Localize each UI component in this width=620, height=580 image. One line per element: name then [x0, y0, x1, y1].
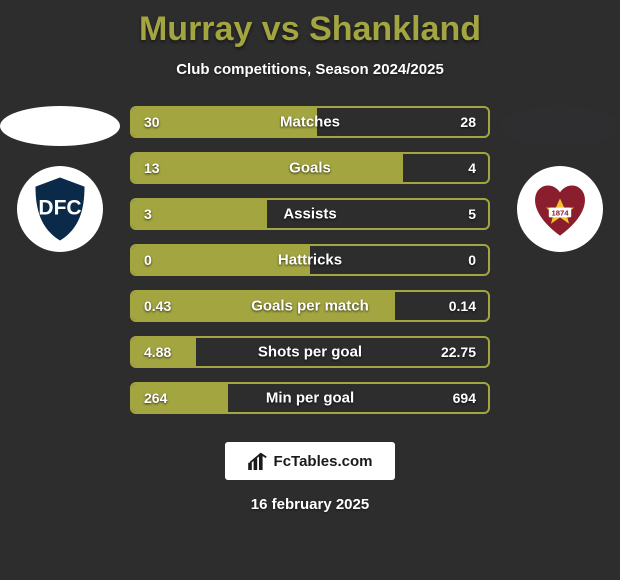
- stat-left-value: 30: [144, 114, 160, 130]
- stat-row: 264 Min per goal 694: [130, 382, 490, 414]
- stat-fill-bar: [132, 154, 403, 182]
- stat-label: Goals: [289, 160, 331, 177]
- right-club-badge: 1874: [517, 166, 603, 252]
- stat-label: Assists: [283, 206, 336, 223]
- left-club-badge: DFC: [17, 166, 103, 252]
- stat-label: Shots per goal: [258, 344, 362, 361]
- stat-left-value: 0: [144, 252, 152, 268]
- page-title: Murray vs Shankland: [0, 0, 620, 49]
- dundee-shield-icon: DFC: [25, 174, 95, 244]
- season-subtitle: Club competitions, Season 2024/2025: [0, 61, 620, 78]
- stat-fill-bar: [132, 200, 267, 228]
- stat-row: 0 Hattricks 0: [130, 244, 490, 276]
- fctables-logo-icon: [248, 452, 270, 470]
- brand-badge[interactable]: FcTables.com: [225, 442, 395, 480]
- stat-label: Min per goal: [266, 390, 354, 407]
- hearts-crest-icon: 1874: [525, 174, 595, 244]
- stat-left-value: 3: [144, 206, 152, 222]
- stat-label: Hattricks: [278, 252, 342, 269]
- stat-row: 4.88 Shots per goal 22.75: [130, 336, 490, 368]
- stat-label: Matches: [280, 114, 340, 131]
- stat-row: 3 Assists 5: [130, 198, 490, 230]
- stat-row: 30 Matches 28: [130, 106, 490, 138]
- stat-right-value: 694: [453, 390, 476, 406]
- svg-text:1874: 1874: [551, 208, 569, 217]
- stat-right-value: 4: [468, 160, 476, 176]
- stat-right-value: 0: [468, 252, 476, 268]
- right-accent-ellipse: [500, 106, 620, 146]
- stat-right-value: 22.75: [441, 344, 476, 360]
- stat-right-value: 0.14: [449, 298, 476, 314]
- stat-right-value: 5: [468, 206, 476, 222]
- snapshot-date: 16 february 2025: [0, 496, 620, 513]
- stat-left-value: 13: [144, 160, 160, 176]
- stat-right-value: 28: [460, 114, 476, 130]
- left-accent-ellipse: [0, 106, 120, 146]
- stat-row: 13 Goals 4: [130, 152, 490, 184]
- stat-left-value: 4.88: [144, 344, 171, 360]
- stats-list: 30Matches2813Goals43Assists50Hattricks00…: [130, 106, 490, 414]
- stat-left-value: 264: [144, 390, 167, 406]
- svg-text:DFC: DFC: [38, 197, 81, 220]
- brand-text: FcTables.com: [274, 453, 373, 470]
- stat-left-value: 0.43: [144, 298, 171, 314]
- stat-row: 0.43 Goals per match 0.14: [130, 290, 490, 322]
- stat-label: Goals per match: [251, 298, 369, 315]
- comparison-panel: DFC 1874 30 Matches 28 13 Goals 4 3 Assists 5 0 Ha…: [0, 106, 620, 414]
